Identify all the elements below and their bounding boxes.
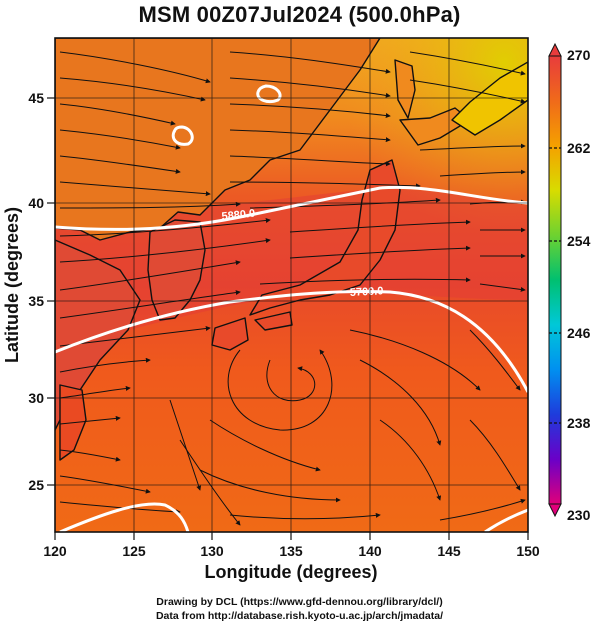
temperature-field: 5880.0 5700.0 <box>55 38 528 532</box>
x-tick-label: 150 <box>516 543 540 559</box>
y-tick-label: 25 <box>28 477 44 493</box>
x-tick-label: 140 <box>358 543 382 559</box>
colorbar-bottom-arrow <box>548 503 562 518</box>
x-tick-label: 145 <box>437 543 461 559</box>
x-tick-label: 125 <box>122 543 146 559</box>
colorbar-body <box>548 55 562 505</box>
y-axis-label: Latitude (degrees) <box>2 207 22 363</box>
y-tick-label: 35 <box>28 293 44 309</box>
colorbar-tick-label: 238 <box>567 415 591 431</box>
x-tick-label: 135 <box>279 543 303 559</box>
chart-title: MSM 00Z07Jul2024 (500.0hPa) <box>138 2 461 27</box>
contour-label-5880: 5880.0 <box>221 208 256 223</box>
colorbar-tick-label: 246 <box>567 325 591 341</box>
colorbar-tick-label: 254 <box>567 233 591 249</box>
x-axis-ticks <box>54 532 529 540</box>
x-tick-label: 130 <box>200 543 224 559</box>
footer-credit-dcl: Drawing by DCL (https://www.gfd-dennou.o… <box>156 596 443 608</box>
colorbar <box>548 42 562 518</box>
colorbar-tick-label: 262 <box>567 140 591 156</box>
colorbar-top-arrow <box>548 42 562 57</box>
wind-streamlines <box>59 51 526 526</box>
y-tick-label: 40 <box>28 195 44 211</box>
contour-label-5700: 5700.0 <box>350 285 384 299</box>
x-axis-label: Longitude (degrees) <box>204 562 377 582</box>
y-axis-ticks <box>47 97 55 486</box>
footer-credit-data: Data from http://database.rish.kyoto-u.a… <box>155 610 444 622</box>
y-tick-label: 45 <box>28 90 44 106</box>
x-tick-label: 120 <box>43 543 67 559</box>
colorbar-tick-label: 230 <box>567 507 591 523</box>
grid-lines <box>55 38 528 532</box>
colorbar-tick-label: 270 <box>567 47 591 63</box>
y-tick-label: 30 <box>28 390 44 406</box>
